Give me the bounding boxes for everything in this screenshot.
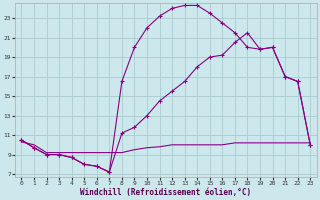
X-axis label: Windchill (Refroidissement éolien,°C): Windchill (Refroidissement éolien,°C): [80, 188, 252, 197]
